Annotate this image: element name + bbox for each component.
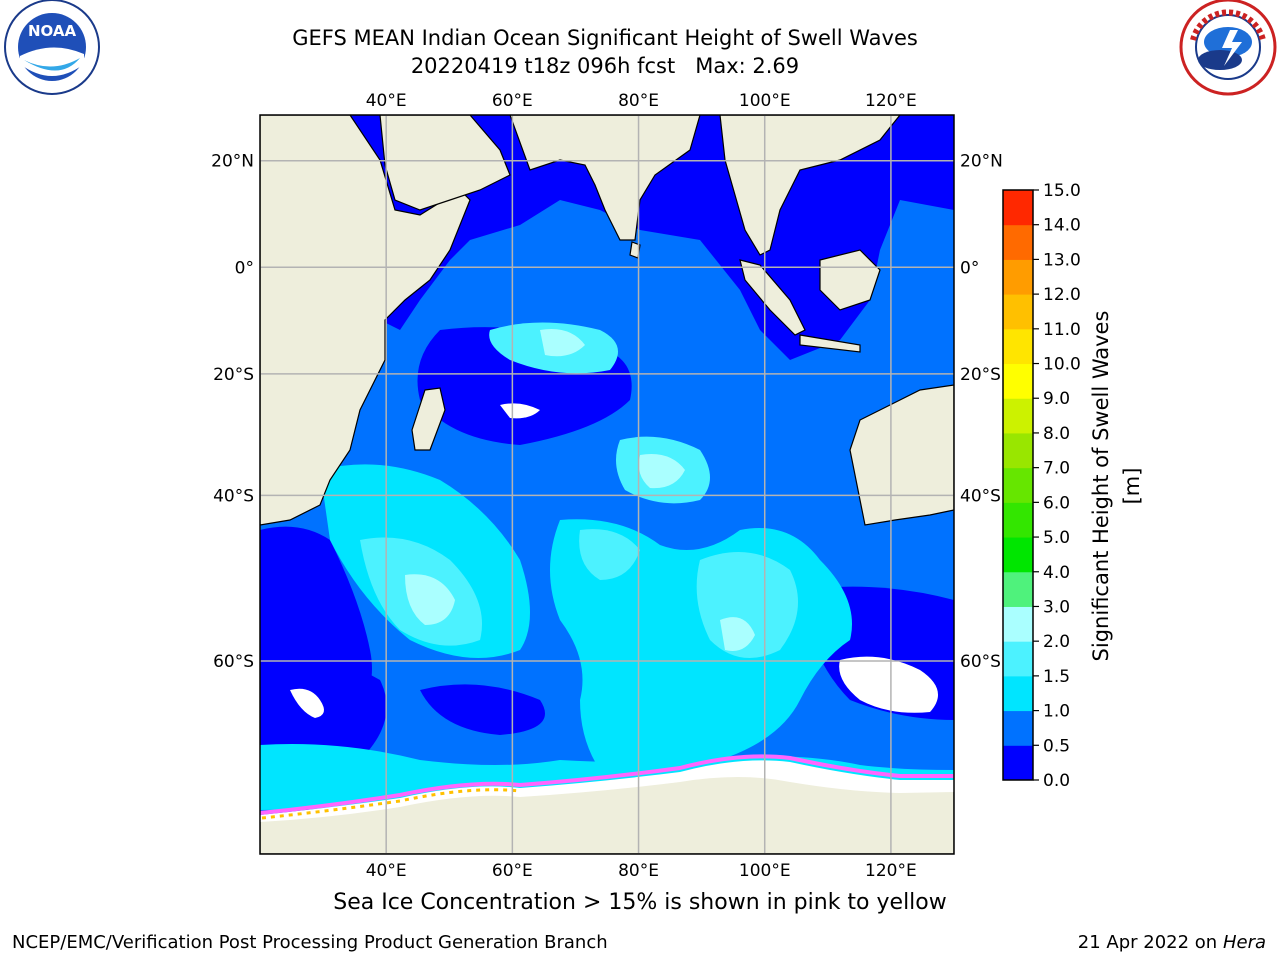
- colorbar-tick-label: 3.0: [1043, 597, 1070, 617]
- map-tick-labels: 40°E 40°E 60°E 60°E 80°E 80°E 100°E 100°E 120°E 1…: [211, 91, 1003, 881]
- map-frame: [259, 114, 955, 855]
- colorbar-tick-label: 10.0: [1043, 355, 1081, 375]
- nws-logo-icon: [1179, 0, 1277, 96]
- swell-band-2-3: [405, 329, 755, 651]
- colorbar-tick-label: 1.0: [1043, 702, 1070, 722]
- colorbar-tick-label: 8.0: [1043, 424, 1070, 444]
- lat-tick-label-right: 60°S: [960, 652, 1001, 672]
- lat-tick-label-left: 60°S: [213, 652, 254, 672]
- lat-tick-label-right: 20°S: [960, 365, 1001, 385]
- sea-ice-note: Sea Ice Concentration > 15% is shown in …: [333, 890, 947, 915]
- colorbar-segment: [1003, 432, 1033, 469]
- colorbar-tick-label: 9.0: [1043, 389, 1070, 409]
- lat-tick-label-left: 0°: [235, 258, 254, 278]
- colorbar-tick-label: 4.0: [1043, 563, 1070, 583]
- lat-tick-label-left: 40°S: [213, 486, 254, 506]
- colorbar-tick-label: 5.0: [1043, 528, 1070, 548]
- lat-tick-label-left: 20°S: [213, 365, 254, 385]
- colorbar-tick-label: 2.0: [1043, 632, 1070, 652]
- colorbar-label: Significant Height of Swell Waves [m]: [1089, 310, 1144, 662]
- colorbar-segment: [1003, 363, 1033, 399]
- lon-tick-label-top: 60°E: [492, 91, 533, 111]
- sea-ice-edge: [260, 754, 954, 815]
- colorbar-frame: [1002, 189, 1034, 781]
- sea-ice-inner: [261, 788, 521, 820]
- colorbar-segment: [1003, 641, 1033, 677]
- footer-credit: NCEP/EMC/Verification Post Processing Pr…: [12, 932, 608, 953]
- sea-ice: [260, 760, 954, 822]
- colorbar-tick-label: 7.0: [1043, 459, 1070, 479]
- colorbar-segment: [1003, 606, 1033, 642]
- lon-tick-label-top: 120°E: [865, 91, 917, 111]
- lon-tick-label-top: 80°E: [618, 91, 659, 111]
- colorbar-tick-label: 6.0: [1043, 493, 1070, 513]
- colorbar-segment: [1003, 398, 1033, 434]
- missing-data-patches: [290, 403, 938, 718]
- lon-tick-label-bottom: 60°E: [492, 861, 533, 881]
- lon-tick-label-top: 100°E: [739, 91, 791, 111]
- lat-tick-label-right: 40°S: [960, 486, 1001, 506]
- colorbar-segment: [1003, 502, 1033, 538]
- lon-tick-label-bottom: 120°E: [865, 861, 917, 881]
- colorbar-tick-label: 13.0: [1043, 250, 1081, 270]
- colorbar: 0.0 0.5 1.0 1.5 2.0 3.0 4.0 5.0 6.0 7.0 8.0 9.0 10.0…: [1002, 181, 1081, 791]
- map-gridlines: [260, 115, 954, 854]
- colorbar-segment: [1003, 190, 1033, 226]
- colorbar-segment: [1003, 467, 1033, 503]
- colorbar-segment: [1003, 571, 1033, 607]
- footer-date-text: 21 Apr 2022 on: [1077, 932, 1223, 953]
- colorbar-tick-label: 11.0: [1043, 320, 1081, 340]
- noaa-logo-icon: NOAA: [4, 0, 100, 95]
- lon-tick-label-bottom: 40°E: [366, 861, 407, 881]
- lat-tick-label-right: 0°: [960, 258, 979, 278]
- map-title: GEFS MEAN Indian Ocean Significant Heigh…: [292, 26, 918, 50]
- colorbar-segment: [1003, 224, 1033, 260]
- colorbar-segment: [1003, 710, 1033, 746]
- lat-tick-label-right: 20°N: [960, 152, 1003, 172]
- colorbar-segment: [1003, 537, 1033, 573]
- lon-tick-label-top: 40°E: [366, 91, 407, 111]
- lon-tick-label-bottom: 80°E: [618, 861, 659, 881]
- colorbar-tick-label: 14.0: [1043, 216, 1081, 236]
- footer-host: Hera: [1222, 932, 1266, 953]
- colorbar-segment: [1003, 259, 1033, 295]
- map-subtitle: 20220419 t18z 096h fcst Max: 2.69: [410, 54, 800, 78]
- colorbar-segment: [1003, 294, 1033, 330]
- colorbar-segment: [1003, 745, 1033, 781]
- colorbar-tick-label: 0.0: [1043, 771, 1070, 791]
- lat-tick-label-left: 20°N: [211, 152, 254, 172]
- colorbar-tick-label: 0.5: [1043, 736, 1070, 756]
- colorbar-segment: [1003, 675, 1033, 712]
- colorbar-tick-label: 12.0: [1043, 285, 1081, 305]
- footer-date: 21 Apr 2022 on Hera: [1078, 932, 1266, 953]
- colorbar-tick-label: 1.5: [1043, 667, 1070, 687]
- colorbar-segment: [1003, 328, 1033, 365]
- lon-tick-label-bottom: 100°E: [739, 861, 791, 881]
- land: [260, 115, 954, 854]
- svg-text:NOAA: NOAA: [28, 22, 77, 40]
- colorbar-tick-label: 15.0: [1043, 181, 1081, 201]
